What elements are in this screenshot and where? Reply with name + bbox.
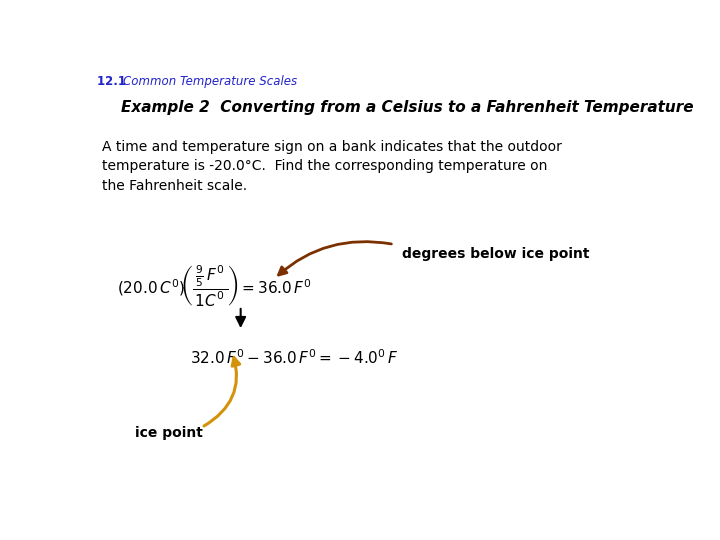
Text: $\left(20.0\,C^{\mathit{0}}\right)\!\left(\dfrac{\,\frac{9}{5}\,F^{\mathit{0}}\,: $\left(20.0\,C^{\mathit{0}}\right)\!\lef… [117, 264, 312, 308]
Text: Example 2  Converting from a Celsius to a Fahrenheit Temperature: Example 2 Converting from a Celsius to a… [121, 100, 693, 115]
Text: 12.1: 12.1 [96, 75, 130, 88]
Text: degrees below ice point: degrees below ice point [402, 247, 590, 261]
Text: ice point: ice point [135, 426, 202, 440]
Text: A time and temperature sign on a bank indicates that the outdoor
temperature is : A time and temperature sign on a bank in… [102, 140, 562, 193]
Text: $32.0\,F^{\mathit{0}} - 36.0\,F^{\mathit{0}} = -4.0^{\mathit{0}}\,F$: $32.0\,F^{\mathit{0}} - 36.0\,F^{\mathit… [190, 349, 399, 367]
Text: Common Temperature Scales: Common Temperature Scales [124, 75, 297, 88]
